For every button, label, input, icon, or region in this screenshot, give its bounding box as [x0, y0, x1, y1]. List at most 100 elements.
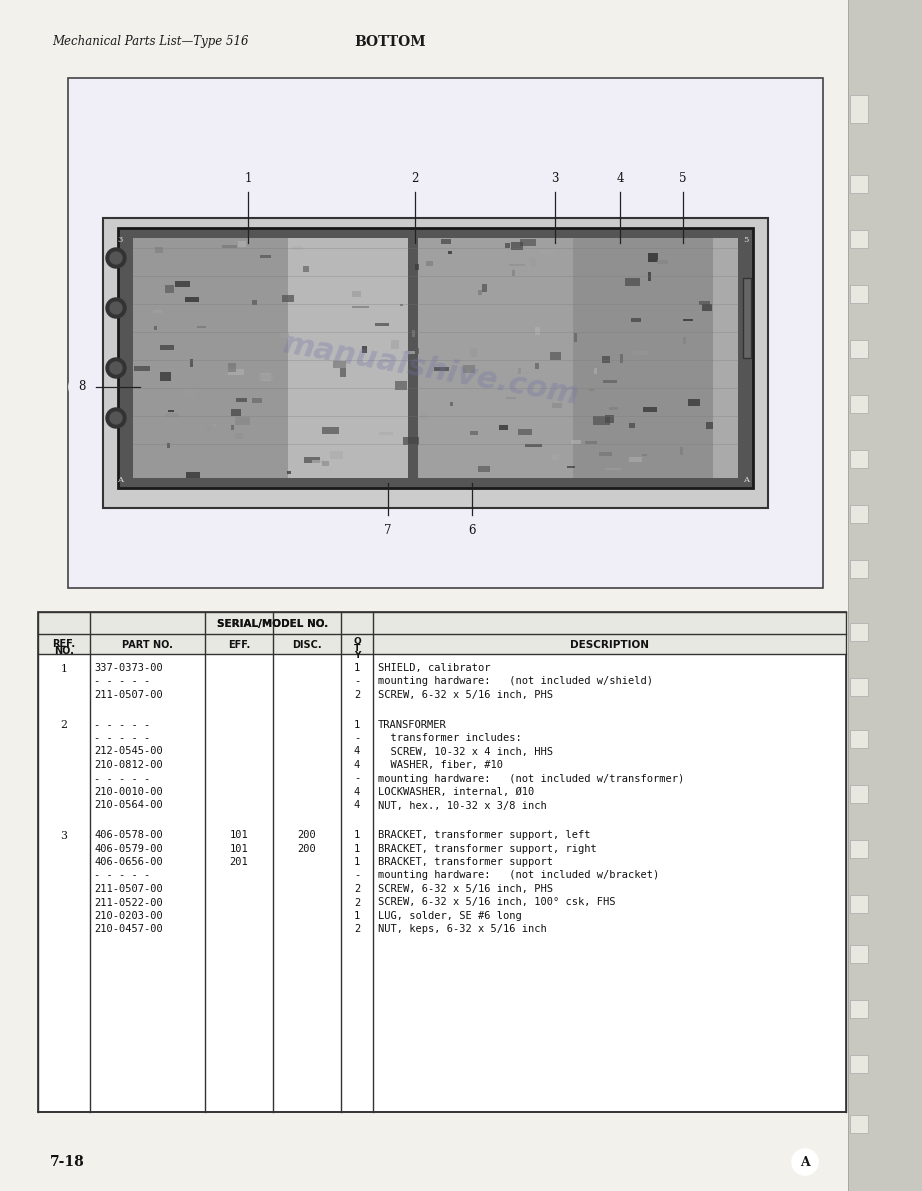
Bar — [186, 472, 200, 478]
Bar — [236, 398, 247, 403]
Text: T: T — [354, 644, 361, 653]
Bar — [420, 412, 428, 420]
Bar — [573, 238, 713, 478]
Circle shape — [106, 409, 126, 428]
Bar — [228, 363, 236, 372]
Bar — [303, 266, 309, 272]
Bar — [235, 434, 243, 439]
Bar — [375, 323, 389, 326]
Text: 1: 1 — [354, 830, 361, 840]
Text: - - - - -: - - - - - — [94, 773, 150, 784]
Circle shape — [235, 166, 261, 191]
Text: 8: 8 — [78, 380, 86, 393]
Text: 2: 2 — [411, 172, 419, 185]
Bar — [605, 468, 621, 470]
Bar — [850, 730, 868, 748]
Circle shape — [69, 374, 95, 400]
Bar — [190, 358, 193, 367]
Text: 2: 2 — [354, 924, 361, 935]
Text: 4: 4 — [354, 747, 361, 756]
Bar — [589, 389, 594, 391]
Bar — [333, 361, 346, 368]
Bar — [599, 453, 612, 456]
Bar — [633, 351, 648, 355]
Text: Q: Q — [353, 637, 361, 646]
Text: 3: 3 — [551, 172, 559, 185]
Bar — [743, 278, 751, 358]
Bar — [850, 623, 868, 641]
Bar — [574, 333, 577, 342]
Bar — [518, 368, 521, 374]
Circle shape — [110, 412, 122, 424]
Bar — [550, 353, 561, 360]
Bar — [252, 300, 257, 305]
Text: 211-0507-00: 211-0507-00 — [94, 884, 163, 894]
Text: Y: Y — [354, 651, 361, 660]
Text: -: - — [354, 676, 361, 686]
Text: SCREW, 6-32 x 5/16 inch, PHS: SCREW, 6-32 x 5/16 inch, PHS — [378, 884, 553, 894]
Text: 210-0564-00: 210-0564-00 — [94, 800, 163, 811]
Text: 210-0010-00: 210-0010-00 — [94, 787, 163, 797]
Bar — [426, 261, 433, 266]
Bar — [238, 241, 246, 247]
Bar — [312, 460, 324, 463]
Text: EFF.: EFF. — [228, 640, 250, 650]
Bar — [448, 251, 452, 254]
Bar — [222, 245, 237, 248]
Bar — [530, 258, 536, 267]
Bar — [441, 239, 451, 244]
Text: BRACKET, transformer support: BRACKET, transformer support — [378, 858, 553, 867]
Text: A: A — [800, 1155, 810, 1168]
Bar — [478, 466, 490, 472]
Bar — [520, 239, 536, 247]
Text: mounting hardware:   (not included w/bracket): mounting hardware: (not included w/brack… — [378, 871, 659, 880]
Bar — [282, 295, 294, 303]
Bar — [593, 416, 610, 425]
Text: 2: 2 — [61, 721, 67, 730]
Text: SCREW, 10-32 x 4 inch, HHS: SCREW, 10-32 x 4 inch, HHS — [378, 747, 553, 756]
Text: 212-0545-00: 212-0545-00 — [94, 747, 163, 756]
Text: DISC.: DISC. — [292, 640, 322, 650]
Text: SHIELD, calibrator: SHIELD, calibrator — [378, 663, 491, 673]
Text: -: - — [354, 871, 361, 880]
Bar — [418, 238, 573, 478]
Bar — [103, 218, 768, 509]
Bar — [850, 450, 868, 468]
Bar — [352, 291, 361, 297]
Bar — [287, 470, 291, 474]
Circle shape — [110, 362, 122, 374]
Bar — [400, 304, 403, 306]
Text: 211-0507-00: 211-0507-00 — [94, 690, 163, 700]
Bar — [379, 432, 393, 435]
Text: 406-0656-00: 406-0656-00 — [94, 858, 163, 867]
Bar — [850, 175, 868, 193]
Bar — [118, 227, 753, 488]
Text: mounting hardware:   (not included w/transformer): mounting hardware: (not included w/trans… — [378, 773, 684, 784]
Bar — [850, 285, 868, 303]
Bar — [552, 403, 562, 409]
Bar — [204, 426, 211, 434]
Circle shape — [106, 358, 126, 378]
Bar — [434, 367, 449, 372]
Bar — [133, 238, 288, 478]
Bar — [362, 347, 367, 353]
Text: NO.: NO. — [54, 646, 74, 656]
Bar — [412, 330, 415, 337]
Bar — [403, 437, 419, 445]
Bar — [585, 441, 597, 444]
Bar — [415, 264, 419, 270]
Bar — [154, 326, 157, 330]
Text: DESCRIPTION: DESCRIPTION — [570, 640, 649, 650]
Text: 406-0579-00: 406-0579-00 — [94, 843, 163, 854]
Text: 1: 1 — [354, 858, 361, 867]
Text: 5: 5 — [680, 172, 687, 185]
Bar — [259, 374, 273, 380]
Text: 6: 6 — [468, 524, 476, 536]
Text: - - - - -: - - - - - — [94, 871, 150, 880]
Bar — [322, 428, 339, 434]
Text: SCREW, 6-32 x 5/16 inch, PHS: SCREW, 6-32 x 5/16 inch, PHS — [378, 690, 553, 700]
Bar — [850, 230, 868, 248]
Bar — [594, 368, 597, 374]
Bar — [643, 407, 657, 412]
Text: A: A — [743, 476, 749, 484]
